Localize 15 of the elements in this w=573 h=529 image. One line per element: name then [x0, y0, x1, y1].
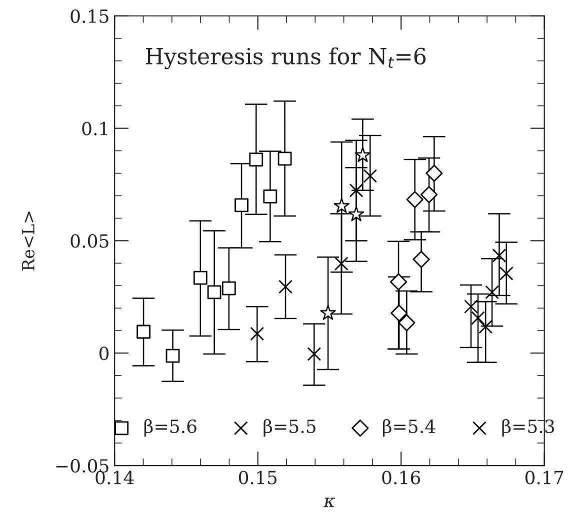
y-tick-label: 0.1 [82, 122, 108, 136]
legend-label: β=5.5 [264, 419, 316, 437]
legend-label: β=5.4 [382, 419, 436, 437]
legend-label: β=5.6 [144, 419, 196, 437]
y-tick-label: −0.05 [56, 458, 108, 473]
y-tick-label: 0.05 [70, 234, 108, 248]
y-tick-label: 0 [99, 346, 109, 360]
text: Hysteresis runs for N$_{t}$=6 [146, 47, 426, 70]
y-axis-title: Re<L> [22, 212, 35, 270]
x-tick-label: 0.17 [525, 470, 564, 484]
y-tick-label: 0.15 [70, 9, 108, 23]
x-tick-label: 0.14 [96, 470, 134, 484]
x-tick-label: 0.15 [238, 470, 277, 484]
x-tick-label: 0.16 [382, 470, 420, 484]
x-axis-title: κ [323, 498, 336, 508]
